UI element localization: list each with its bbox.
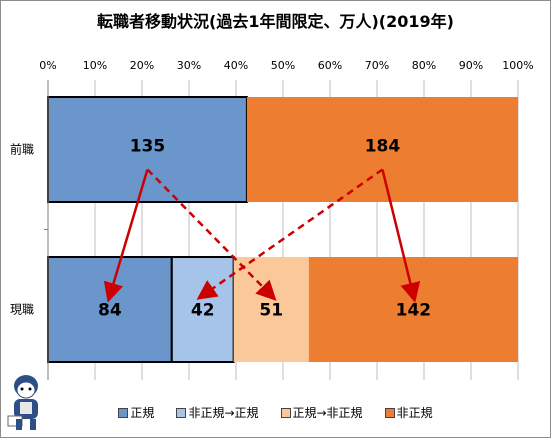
legend-label: 非正規	[396, 406, 433, 420]
bar-segment	[246, 97, 518, 202]
flow-arrow	[146, 168, 277, 301]
flow-arrow	[196, 168, 384, 300]
legend-label: 正規→非正規	[292, 406, 363, 420]
x-tick-label: 10%	[83, 59, 107, 72]
data-label: 84	[98, 301, 122, 321]
legend-label: 非正規→正規	[188, 406, 259, 420]
x-tick-label: 50%	[271, 59, 295, 72]
bar-segment	[47, 256, 173, 363]
legend-item: 正規	[118, 404, 154, 421]
bar-segment	[308, 257, 518, 362]
legend-swatch	[118, 407, 129, 418]
x-tick-label: 40%	[224, 59, 248, 72]
flow-arrow	[103, 169, 149, 303]
legend-item: 正規→非正規	[280, 404, 363, 421]
x-tick-label: 70%	[365, 59, 389, 72]
legend-swatch	[280, 407, 291, 418]
mascot-icon	[7, 375, 38, 430]
x-tick-label: 20%	[130, 59, 154, 72]
legend-label: 正規	[130, 406, 155, 420]
x-tick-label: 0%	[39, 59, 56, 72]
chart-legend: 正規 非正規→正規 正規→非正規 非正規	[0, 404, 551, 421]
data-label: 142	[396, 301, 432, 321]
x-tick-label: 100%	[502, 59, 533, 72]
bar-segment	[170, 256, 235, 363]
legend-item: 非正規→正規	[176, 404, 259, 421]
legend-item: 非正規	[384, 404, 433, 421]
x-tick-label: 60%	[318, 59, 342, 72]
data-label: 51	[259, 301, 283, 321]
bar-segment	[233, 257, 309, 362]
category-label: 現職	[10, 303, 34, 317]
data-label: 42	[191, 301, 215, 321]
data-label: 184	[365, 137, 401, 157]
x-tick-label: 80%	[412, 59, 436, 72]
legend-swatch	[384, 407, 395, 418]
legend-swatch	[176, 407, 187, 418]
chart-title: 転職者移動状況(過去1年間限定、万人)(2019年)	[97, 12, 454, 31]
data-label: 135	[130, 137, 166, 157]
x-tick-label: 90%	[459, 59, 483, 72]
x-tick-label: 30%	[177, 59, 201, 72]
flow-arrow	[381, 169, 421, 303]
category-label: 前職	[10, 142, 34, 157]
